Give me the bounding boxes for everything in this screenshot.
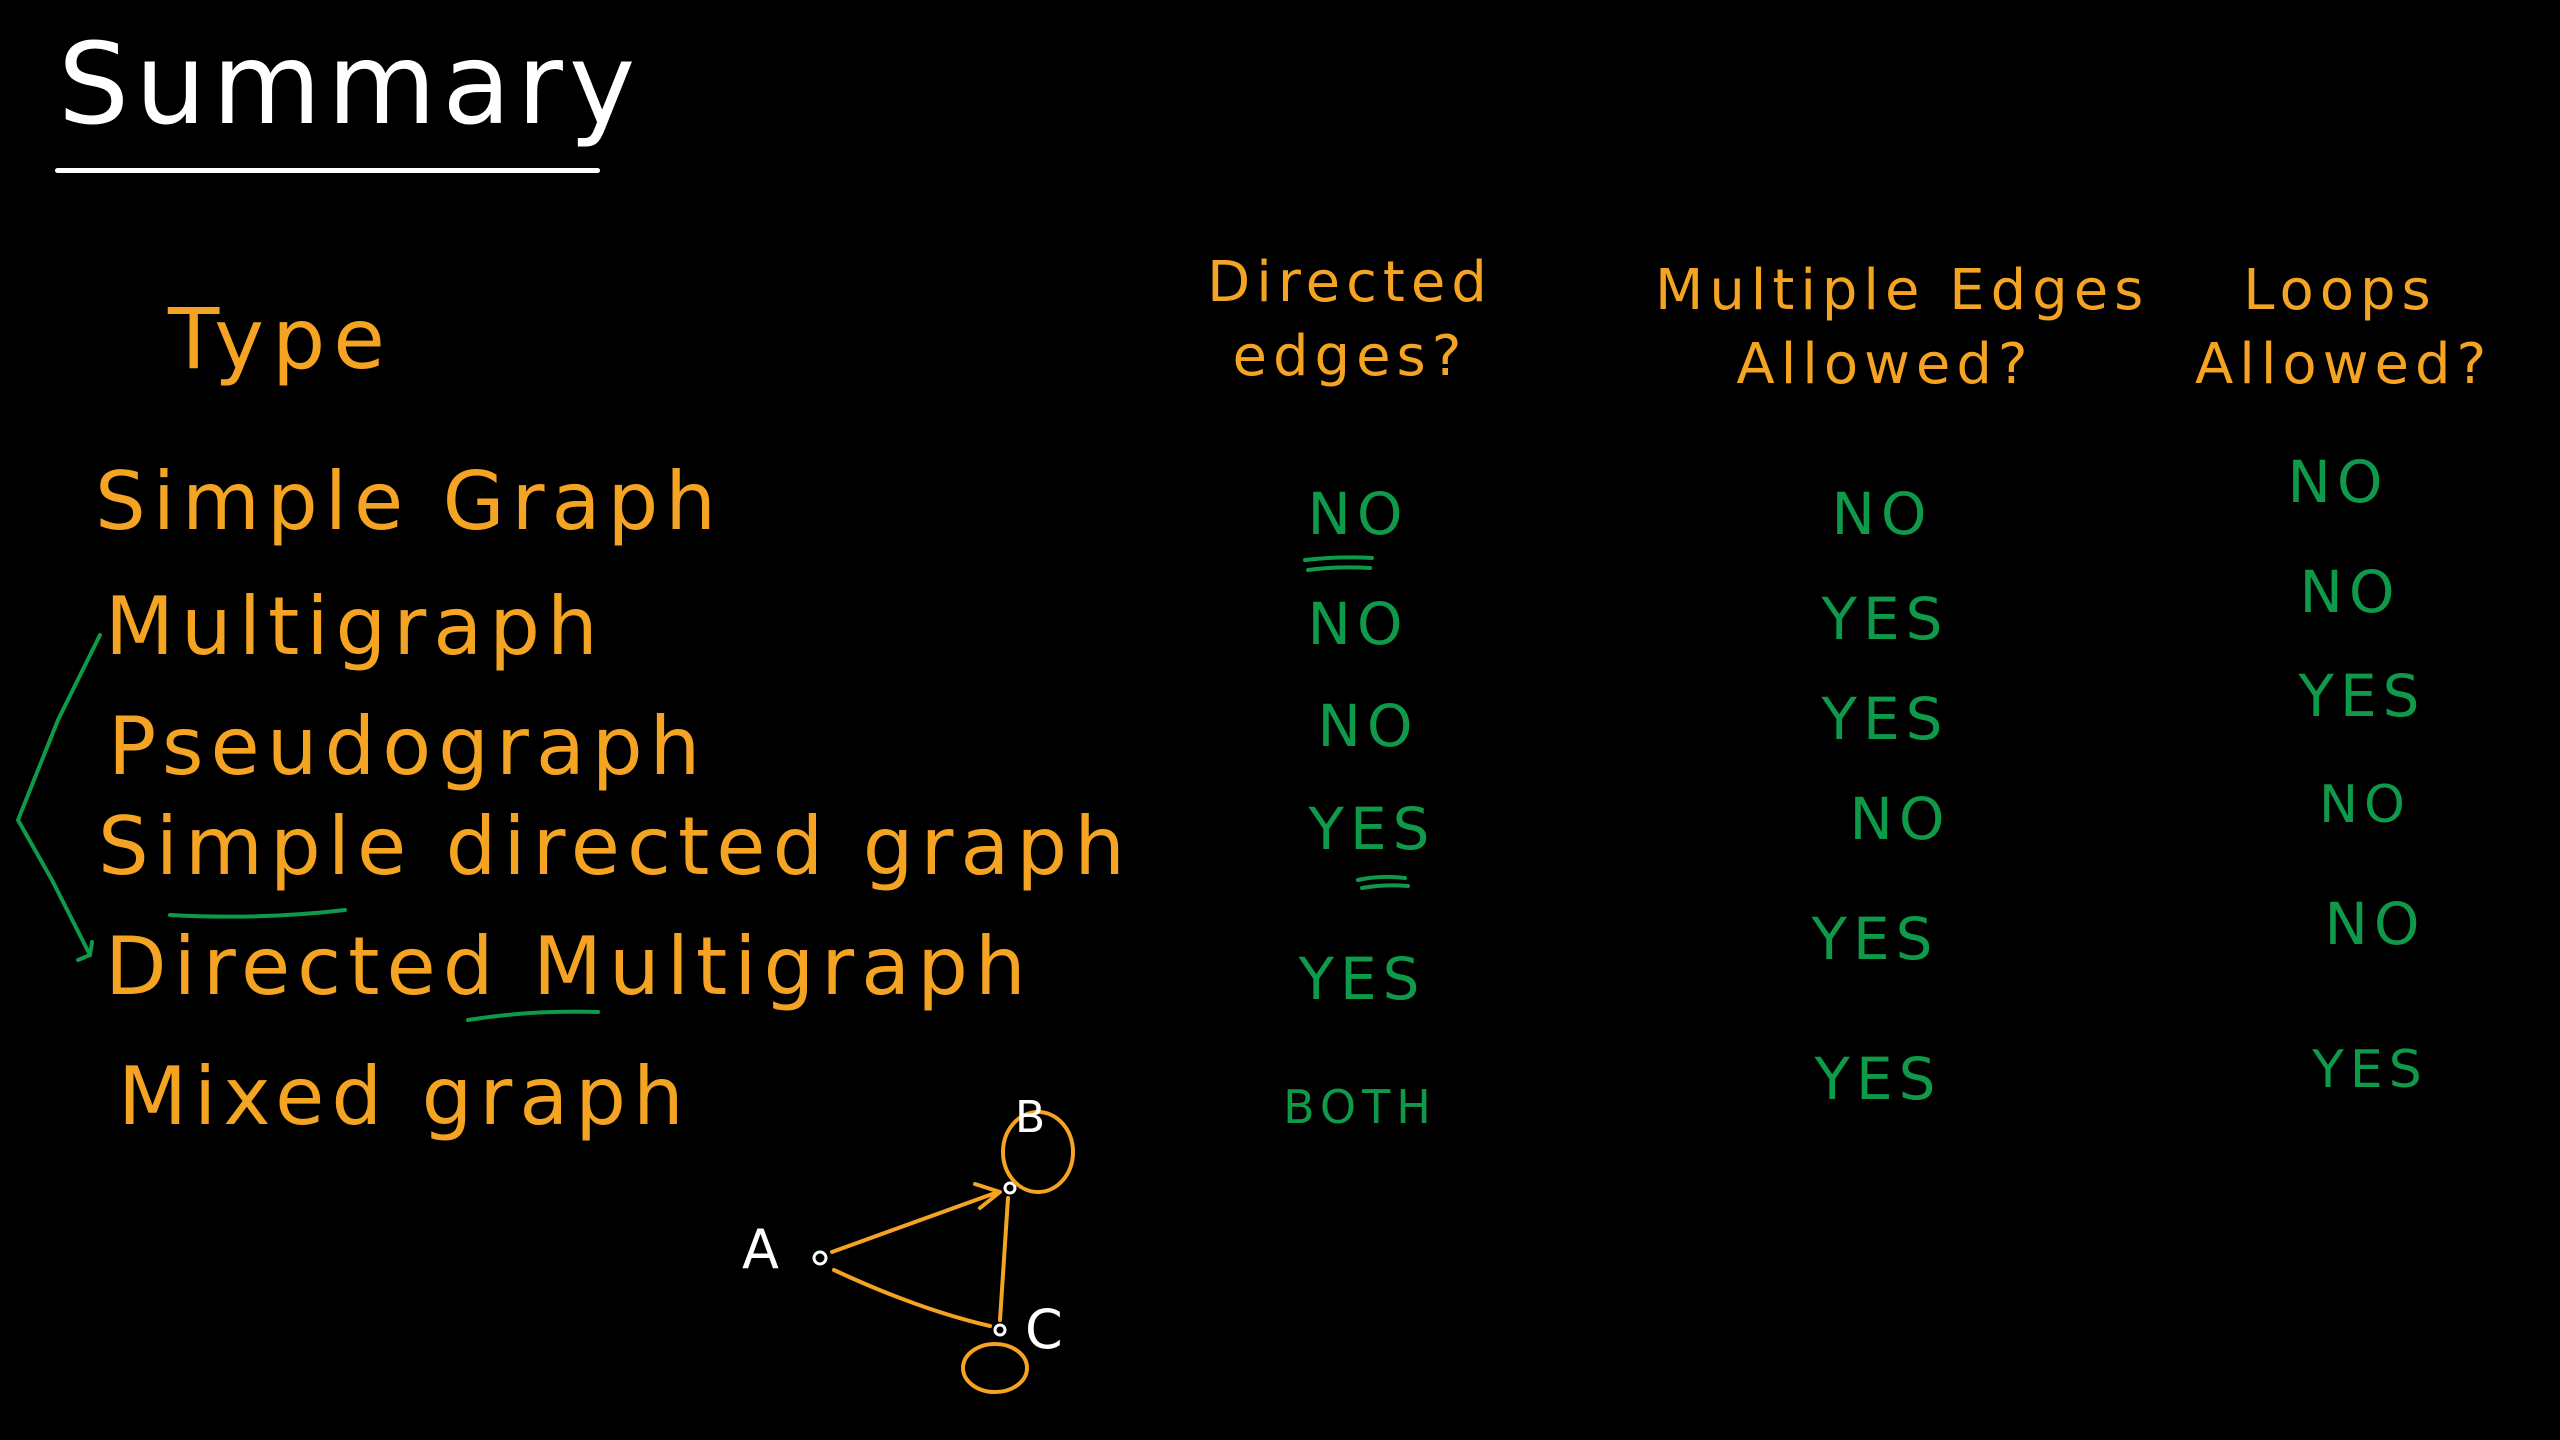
cell-mixed-graph-directed: BOTH: [1283, 1080, 1437, 1134]
underline-yes-directed: [1356, 874, 1410, 890]
row-label-mixed-graph: Mixed graph: [118, 1050, 691, 1143]
loops-allowed-header-line1: Loops: [2243, 258, 2437, 323]
cell-mixed-graph-loops: YES: [2312, 1040, 2428, 1100]
underline-simple: [168, 908, 347, 919]
cell-multigraph-multiple: YES: [1821, 585, 1949, 653]
directed-edges-header-line1: Directed: [1207, 250, 1493, 315]
row-label-directed-multigraph: Directed Multigraph: [105, 920, 1033, 1013]
title-underline: [55, 168, 600, 173]
row-label-multigraph: Multigraph: [105, 580, 605, 673]
node-a-dot: [812, 1250, 828, 1266]
type-column-header: Type: [168, 290, 393, 388]
cell-multigraph-loops: NO: [2299, 558, 2401, 626]
cell-simple-directed-directed: YES: [1308, 795, 1436, 863]
node-b-dot: [1003, 1181, 1017, 1195]
cell-simple-graph-loops: NO: [2287, 448, 2389, 516]
cell-directed-multigraph-directed: YES: [1298, 945, 1426, 1013]
cell-mixed-graph-multiple: YES: [1814, 1045, 1942, 1113]
cell-simple-graph-multiple: NO: [1831, 480, 1933, 548]
cell-pseudograph-multiple: YES: [1821, 685, 1949, 753]
edge-a-c: [832, 1268, 992, 1328]
multiple-edges-header-line2: Allowed?: [1736, 332, 2034, 397]
cell-multigraph-directed: NO: [1307, 590, 1409, 658]
cell-directed-multigraph-multiple: YES: [1811, 905, 1939, 973]
directed-edges-header-line2: edges?: [1232, 324, 1468, 389]
directed-edges-header: Directed edges?: [1170, 246, 1530, 394]
node-b-label: B: [1015, 1092, 1046, 1143]
cell-directed-multigraph-loops: NO: [2324, 890, 2426, 958]
cell-pseudograph-directed: NO: [1317, 692, 1419, 760]
cell-pseudograph-loops: YES: [2298, 662, 2426, 730]
bracket-arrowhead: [76, 940, 94, 962]
multiple-edges-header: Multiple Edges Allowed?: [1655, 254, 2150, 402]
edge-a-b-arrowhead: [973, 1182, 1002, 1210]
row-label-simple-directed-graph: Simple directed graph: [98, 800, 1132, 893]
row-label-pseudograph: Pseudograph: [108, 700, 708, 793]
edge-b-c: [998, 1196, 1010, 1322]
loops-allowed-header: Loops Allowed?: [2195, 254, 2493, 402]
node-a-label: A: [742, 1218, 779, 1281]
cell-simple-directed-multiple: NO: [1849, 785, 1951, 853]
cell-simple-directed-loops: NO: [2319, 775, 2411, 835]
node-c-label: C: [1025, 1298, 1063, 1361]
loops-allowed-header-line2: Allowed?: [2195, 332, 2493, 397]
row-label-simple-graph: Simple Graph: [95, 455, 723, 548]
underline-no-simple: [1303, 555, 1374, 572]
edge-a-b: [830, 1190, 1000, 1254]
node-c-dot: [993, 1323, 1007, 1337]
bracket-multigraph: [16, 633, 102, 957]
cell-simple-graph-directed: NO: [1307, 480, 1409, 548]
multiple-edges-header-line1: Multiple Edges: [1655, 258, 2150, 323]
loop-c: [961, 1342, 1029, 1394]
page-title: Summary: [58, 20, 642, 150]
